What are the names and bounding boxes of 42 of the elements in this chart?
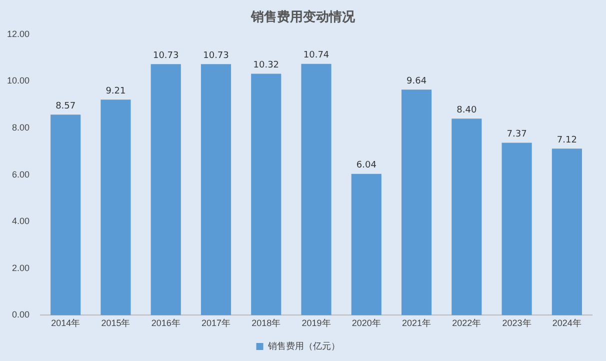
x-tick-label: 2022年 (452, 318, 482, 328)
bar (100, 100, 131, 316)
data-label: 10.73 (152, 50, 179, 61)
x-tick-label: 2024年 (552, 318, 582, 328)
data-label: 9.21 (106, 86, 126, 97)
x-tick-label: 2021年 (402, 318, 432, 328)
bar (502, 142, 532, 316)
x-tick-label: 2015年 (101, 318, 130, 328)
data-label: 8.40 (456, 105, 477, 116)
data-label: 9.64 (406, 76, 427, 86)
y-tick-label: 4.00 (12, 216, 30, 226)
data-label: 7.37 (506, 130, 527, 140)
x-tick-label: 2016年 (151, 318, 180, 328)
bar (301, 64, 332, 316)
data-label: 8.57 (56, 102, 76, 112)
y-tick-label: 2.00 (12, 262, 30, 273)
data-label: 7.12 (556, 135, 577, 146)
y-tick-label: 0.00 (12, 310, 30, 320)
bar (251, 74, 282, 316)
bar (552, 148, 582, 316)
y-tick-label: 6.00 (12, 169, 30, 180)
bar (200, 64, 232, 316)
y-tick-label: 10.00 (6, 76, 30, 86)
bar (50, 114, 81, 316)
bar (401, 90, 432, 316)
y-tick-label: 8.00 (12, 122, 30, 132)
data-label: 10.74 (303, 50, 330, 61)
bar (452, 118, 482, 316)
x-tick-label: 2017年 (201, 318, 231, 328)
y-tick-label: 12.00 (6, 28, 30, 39)
legend-label: 销售费用（亿元） (266, 340, 340, 351)
x-tick-label: 2023年 (502, 318, 532, 328)
bar (351, 174, 382, 316)
data-label: 10.32 (253, 60, 280, 71)
x-tick-label: 2019年 (302, 318, 331, 328)
x-tick-label: 2014年 (51, 318, 80, 328)
x-tick-label: 2020年 (352, 318, 381, 328)
data-label: 10.73 (203, 50, 229, 61)
bar (150, 64, 181, 316)
data-label: 6.04 (356, 160, 377, 171)
chart-title: 销售费用变动情况 (250, 8, 356, 26)
x-tick-label: 2018年 (252, 318, 281, 328)
